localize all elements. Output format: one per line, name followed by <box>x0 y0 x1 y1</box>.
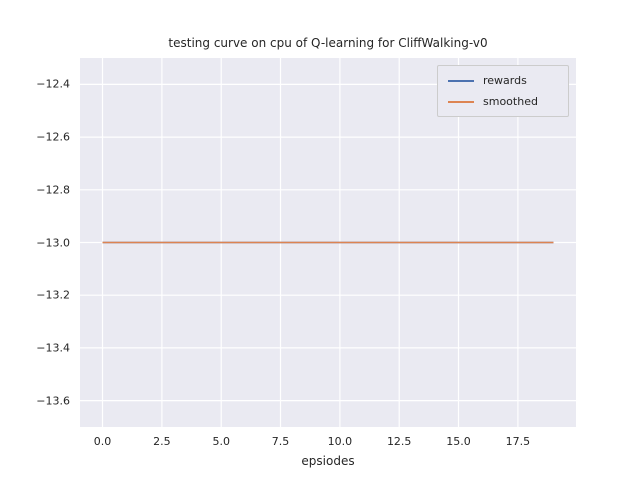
x-tick-label: 10.0 <box>327 435 353 448</box>
y-tick-label: −13.4 <box>36 341 70 355</box>
x-tick-label: 2.5 <box>153 435 171 448</box>
y-tick-label: −13.6 <box>36 394 70 408</box>
plot-area: rewards smoothed <box>80 58 576 427</box>
x-tick-label: 7.5 <box>271 435 290 448</box>
rewards-line-swatch <box>448 79 474 82</box>
x-tick-label: 0.0 <box>93 435 112 448</box>
y-tick-label: −12.4 <box>36 77 70 91</box>
plot-canvas <box>80 58 576 427</box>
y-tick-label: −12.8 <box>36 183 70 197</box>
x-axis-label: epsiodes <box>301 454 355 468</box>
y-tick-label: −13.0 <box>36 236 70 249</box>
legend-label-smoothed: smoothed <box>483 95 538 108</box>
x-tick-label: 5.0 <box>212 435 230 448</box>
legend-label-rewards: rewards <box>483 74 527 87</box>
x-tick-label: 15.0 <box>446 435 471 448</box>
y-tick-label: −13.2 <box>36 288 70 302</box>
y-tick-label: −12.6 <box>36 130 70 144</box>
legend-item-rewards: rewards <box>448 74 556 87</box>
smoothed-line-swatch <box>448 100 474 103</box>
legend: rewards smoothed <box>437 65 569 117</box>
chart-title: testing curve on cpu of Q-learning for C… <box>168 36 488 50</box>
x-tick-label: 12.5 <box>386 435 412 448</box>
legend-item-smoothed: smoothed <box>448 95 556 108</box>
x-tick-label: 17.5 <box>505 435 531 448</box>
